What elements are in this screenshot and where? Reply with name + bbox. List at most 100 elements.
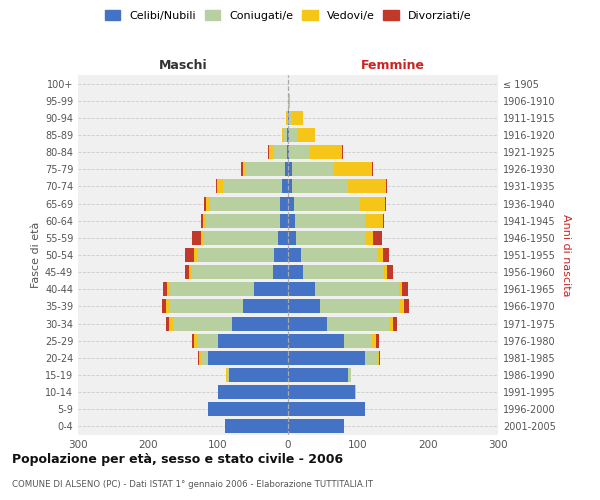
Bar xyxy=(289,145,310,159)
Bar xyxy=(372,162,373,176)
Bar xyxy=(167,282,170,296)
Bar xyxy=(169,300,242,314)
Bar xyxy=(287,145,288,159)
Bar xyxy=(242,162,246,176)
Bar xyxy=(268,145,269,159)
Bar xyxy=(288,368,347,382)
Bar xyxy=(347,368,351,382)
Bar xyxy=(218,334,288,347)
Bar xyxy=(225,420,288,434)
Bar xyxy=(192,334,193,347)
Bar xyxy=(280,214,288,228)
Bar xyxy=(162,300,166,314)
Bar xyxy=(197,351,199,365)
Bar xyxy=(385,196,386,210)
Legend: Celibi/Nubili, Coniugati/e, Vedovi/e, Divorziati/e: Celibi/Nubili, Coniugati/e, Vedovi/e, Di… xyxy=(103,8,473,24)
Bar xyxy=(206,214,280,228)
Bar xyxy=(288,248,301,262)
Bar xyxy=(204,231,277,245)
Bar xyxy=(197,334,218,347)
Bar xyxy=(229,368,288,382)
Bar xyxy=(289,111,292,125)
Bar xyxy=(217,180,223,194)
Bar xyxy=(200,231,204,245)
Bar xyxy=(192,265,272,279)
Bar xyxy=(166,300,169,314)
Bar xyxy=(288,196,293,210)
Bar xyxy=(284,128,287,142)
Bar xyxy=(242,300,288,314)
Bar xyxy=(383,214,384,228)
Bar xyxy=(293,196,360,210)
Bar xyxy=(367,231,373,245)
Bar xyxy=(292,162,334,176)
Bar xyxy=(400,300,404,314)
Bar xyxy=(288,265,304,279)
Bar xyxy=(193,334,197,347)
Bar xyxy=(274,248,288,262)
Bar xyxy=(372,334,376,347)
Bar xyxy=(283,128,284,142)
Bar xyxy=(314,282,398,296)
Bar xyxy=(192,231,200,245)
Text: Popolazione per età, sesso e stato civile - 2006: Popolazione per età, sesso e stato civil… xyxy=(12,452,343,466)
Bar xyxy=(383,248,389,262)
Bar xyxy=(404,300,409,314)
Bar xyxy=(166,316,169,330)
Bar xyxy=(288,351,365,365)
Bar xyxy=(334,162,372,176)
Bar xyxy=(284,162,288,176)
Bar xyxy=(292,111,303,125)
Bar xyxy=(326,316,389,330)
Bar xyxy=(254,282,288,296)
Bar xyxy=(169,316,173,330)
Bar xyxy=(203,214,206,228)
Bar xyxy=(344,334,372,347)
Bar xyxy=(185,265,188,279)
Bar xyxy=(373,231,382,245)
Bar xyxy=(204,196,206,210)
Bar xyxy=(304,265,384,279)
Bar xyxy=(342,145,343,159)
Bar xyxy=(289,94,290,108)
Y-axis label: Anni di nascita: Anni di nascita xyxy=(561,214,571,296)
Bar xyxy=(163,282,167,296)
Bar xyxy=(402,282,408,296)
Bar xyxy=(296,231,367,245)
Bar xyxy=(269,145,272,159)
Bar xyxy=(218,385,288,399)
Bar xyxy=(170,282,254,296)
Bar xyxy=(365,351,377,365)
Bar xyxy=(246,162,284,176)
Bar xyxy=(272,145,287,159)
Bar xyxy=(232,316,288,330)
Bar xyxy=(188,265,192,279)
Bar xyxy=(288,385,355,399)
Bar xyxy=(393,316,397,330)
Y-axis label: Fasce di età: Fasce di età xyxy=(31,222,41,288)
Bar xyxy=(197,248,274,262)
Bar xyxy=(200,351,208,365)
Bar xyxy=(288,214,295,228)
Bar xyxy=(292,180,347,194)
Bar xyxy=(286,111,287,125)
Bar xyxy=(288,282,314,296)
Text: Femmine: Femmine xyxy=(361,58,425,71)
Bar xyxy=(379,351,380,365)
Bar xyxy=(283,180,288,194)
Bar xyxy=(216,180,217,194)
Bar xyxy=(288,300,320,314)
Bar xyxy=(389,316,393,330)
Bar xyxy=(288,111,289,125)
Bar xyxy=(288,180,292,194)
Bar xyxy=(288,231,296,245)
Bar xyxy=(301,248,377,262)
Bar xyxy=(227,368,229,382)
Bar xyxy=(287,128,288,142)
Bar xyxy=(226,368,227,382)
Bar xyxy=(398,282,402,296)
Bar xyxy=(289,128,297,142)
Bar xyxy=(360,196,385,210)
Bar xyxy=(206,196,209,210)
Bar xyxy=(277,231,288,245)
